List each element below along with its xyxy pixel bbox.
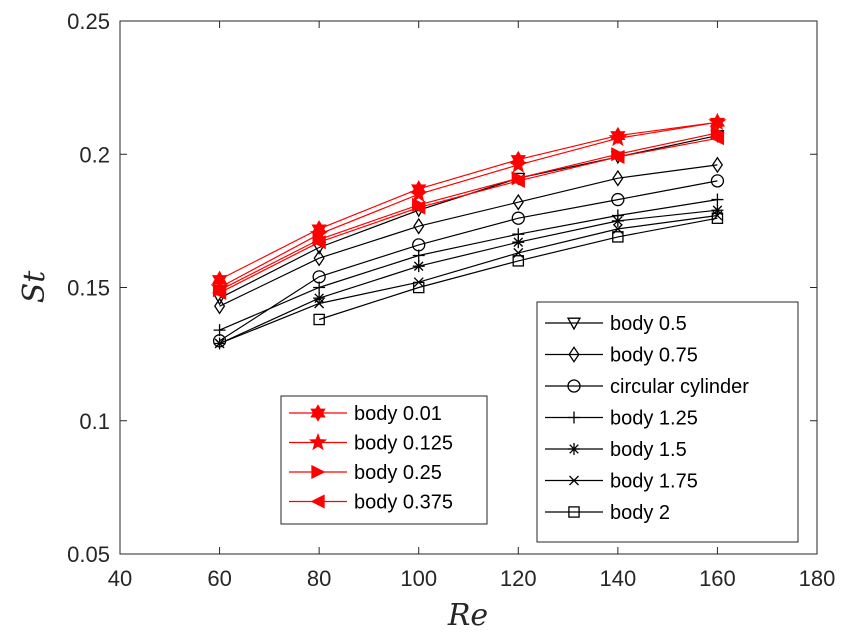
- data-point: [213, 324, 226, 337]
- x-tick-label: 160: [699, 566, 736, 591]
- data-point: [611, 192, 625, 207]
- series-line: [219, 121, 718, 281]
- data-point: [313, 249, 325, 267]
- series-8: [213, 204, 724, 350]
- series-line: [219, 214, 718, 345]
- y-tick-label: 0.05: [67, 542, 110, 567]
- series-line: [219, 209, 718, 345]
- legend-marker: [569, 475, 579, 486]
- legend-label: body 0.25: [354, 462, 442, 484]
- y-tick-label: 0.15: [67, 276, 110, 301]
- legend-marker: [568, 506, 580, 518]
- x-tick-label: 60: [207, 566, 231, 591]
- data-point: [311, 235, 326, 250]
- data-point: [411, 200, 426, 215]
- data-point: [610, 149, 625, 164]
- legend-marker: [311, 464, 326, 480]
- data-point: [509, 155, 528, 173]
- legend-label: body 1.75: [610, 471, 698, 493]
- data-point: [710, 174, 725, 188]
- x-tick-label: 40: [108, 566, 132, 591]
- data-point: [213, 297, 226, 315]
- data-point: [512, 255, 525, 267]
- legend-box: [536, 301, 799, 543]
- legend-1: body 0.01 body 0.125 body 0.25 body 0.375: [280, 395, 488, 525]
- x-tick-label: 80: [307, 566, 331, 591]
- series-10: [313, 212, 724, 326]
- legend-marker: [567, 379, 581, 393]
- data-point: [314, 298, 325, 309]
- legend-2: body 0.5 body 0.75 circular cylinder body 1…: [536, 301, 799, 543]
- legend-marker: [568, 443, 580, 455]
- data-point: [412, 260, 425, 273]
- legend-marker: [310, 494, 325, 509]
- data-point: [612, 231, 624, 243]
- y-tick-label: 0.1: [79, 409, 110, 434]
- data-point: [510, 173, 525, 188]
- data-point: [709, 131, 725, 146]
- y-axis-label: St: [17, 270, 52, 304]
- data-point: [412, 281, 425, 294]
- series-line: [318, 217, 718, 321]
- x-tick-label: 100: [400, 566, 437, 591]
- legend-label: body 0.5: [610, 313, 687, 335]
- data-point: [611, 214, 624, 227]
- data-point: [711, 193, 724, 206]
- data-point: [412, 249, 425, 262]
- data-point: [511, 211, 525, 225]
- data-point: [711, 156, 724, 174]
- data-point: [409, 184, 428, 202]
- legend-label: body 2: [610, 502, 670, 524]
- data-point: [212, 285, 227, 300]
- series-line: [219, 137, 718, 294]
- data-point: [612, 169, 624, 187]
- legend-label: body 0.125: [354, 433, 453, 455]
- data-point: [214, 338, 225, 349]
- legend-label: body 1.25: [610, 408, 698, 430]
- series-line: [219, 121, 718, 289]
- legend-marker: [568, 411, 580, 424]
- y-tick-label: 0.25: [67, 9, 110, 34]
- x-axis-label: Re: [447, 598, 488, 633]
- x-tick-label: 120: [500, 566, 537, 591]
- axis-ticks: 40 60 80 100 120 140 160 180 0.05 0.1 0.15 0.2 0.25: [67, 9, 835, 591]
- legend-marker: [308, 432, 328, 451]
- data-point: [413, 217, 425, 235]
- series-5: [213, 156, 724, 315]
- data-point: [313, 292, 326, 305]
- data-point: [512, 236, 525, 249]
- legend-label: circular cylinder: [610, 376, 749, 398]
- legend-marker: [566, 317, 582, 331]
- legend-marker: [310, 404, 326, 422]
- data-point: [313, 313, 325, 326]
- legend-label: body 1.5: [610, 439, 687, 461]
- legend-label: body 0.375: [354, 492, 453, 514]
- x-tick-label: 140: [599, 566, 636, 591]
- data-point: [711, 204, 724, 217]
- legend-marker: [568, 346, 580, 363]
- data-point: [608, 128, 628, 147]
- series-line: [219, 199, 718, 331]
- legend-label: body 0.01: [354, 403, 442, 425]
- series-line: [219, 132, 718, 291]
- series-layer: [210, 112, 727, 350]
- series-line: [219, 180, 718, 342]
- data-point: [708, 112, 727, 131]
- data-point: [313, 281, 326, 294]
- x-tick-label: 180: [799, 566, 836, 591]
- series-3: [212, 131, 725, 300]
- data-point: [512, 193, 524, 211]
- series-line: [219, 164, 718, 307]
- legend-label: body 0.75: [610, 345, 698, 367]
- y-tick-label: 0.2: [79, 142, 110, 167]
- data-point: [711, 212, 724, 224]
